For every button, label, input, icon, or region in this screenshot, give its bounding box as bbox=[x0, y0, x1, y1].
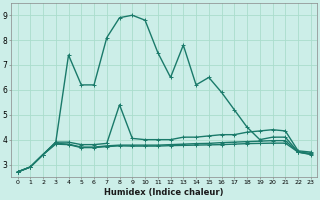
X-axis label: Humidex (Indice chaleur): Humidex (Indice chaleur) bbox=[104, 188, 224, 197]
